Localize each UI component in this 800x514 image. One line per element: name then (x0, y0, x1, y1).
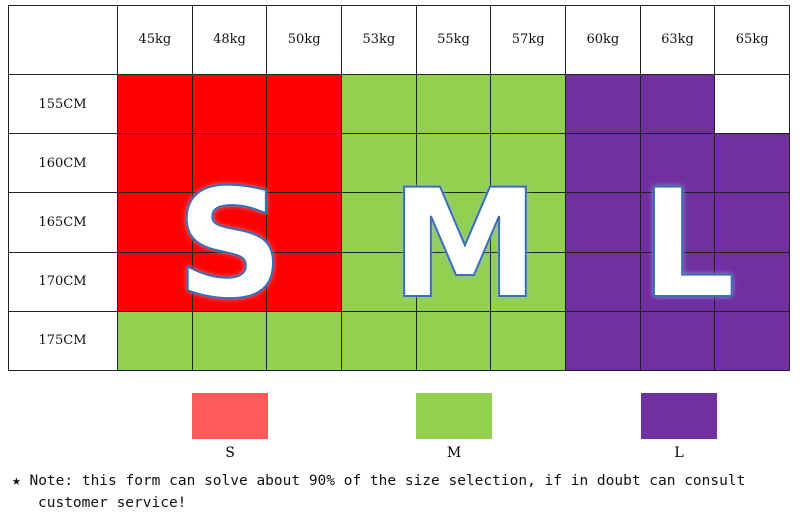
row-header: 165CM (8, 193, 118, 253)
size-cell-S (267, 134, 342, 194)
corner-cell (8, 5, 118, 75)
legend-label: L (674, 445, 684, 461)
column-header: 45kg (118, 5, 193, 75)
column-header: 63kg (640, 5, 716, 75)
size-cell-L (640, 311, 716, 371)
size-cell-L (715, 252, 790, 312)
row-header: 175CM (8, 311, 118, 371)
size-cell-L (640, 193, 716, 253)
legend-swatch-m (416, 393, 492, 439)
size-cell-L (640, 252, 716, 312)
size-cell-S (192, 134, 268, 194)
size-cell-S (192, 193, 268, 253)
size-cell-empty (715, 75, 790, 135)
size-cell-M (416, 311, 492, 371)
size-cell-M (491, 193, 566, 253)
size-cell-L (715, 193, 790, 253)
size-cell-M (416, 75, 492, 135)
size-cell-M (342, 311, 417, 371)
size-cell-M (342, 134, 417, 194)
size-cell-M (192, 311, 268, 371)
size-cell-L (566, 75, 641, 135)
size-cell-M (491, 252, 566, 312)
size-cell-M (416, 252, 492, 312)
column-header: 50kg (267, 5, 342, 75)
size-cell-S (267, 75, 342, 135)
column-header: 55kg (416, 5, 492, 75)
size-cell-M (491, 75, 566, 135)
size-cell-M (342, 193, 417, 253)
big-label-l: L (639, 158, 737, 332)
big-label-m: M (389, 158, 540, 332)
row-header: 170CM (8, 252, 118, 312)
big-label-s: S (175, 158, 285, 332)
size-cell-S (118, 75, 193, 135)
legend-swatch-l (641, 393, 717, 439)
row-header: 155CM (8, 75, 118, 135)
size-cell-M (416, 193, 492, 253)
size-cell-L (566, 252, 641, 312)
size-cell-M (491, 311, 566, 371)
column-header: 65kg (715, 5, 790, 75)
star-icon: ★ (12, 473, 21, 489)
legend-label: S (225, 445, 235, 461)
size-cell-M (416, 134, 492, 194)
legend-swatch-s (192, 393, 268, 439)
size-cell-S (118, 134, 193, 194)
column-header: 60kg (566, 5, 641, 75)
size-cell-M (342, 252, 417, 312)
size-cell-S (267, 252, 342, 312)
size-chart-table: 45kg 48kg 50kg 53kg 55kg 57kg 60kg 63kg 65kg 155C… (8, 5, 790, 371)
size-cell-L (566, 134, 641, 194)
size-cell-L (715, 134, 790, 194)
size-cell-S (192, 75, 268, 135)
size-cell-L (566, 311, 641, 371)
size-cell-M (267, 311, 342, 371)
column-header: 53kg (342, 5, 417, 75)
note-line-1: Note: this form can solve about 90% of t… (29, 473, 746, 489)
size-cell-L (640, 134, 716, 194)
size-cell-S (267, 193, 342, 253)
legend-label: M (446, 445, 462, 461)
note: ★ Note: this form can solve about 90% of… (12, 470, 745, 514)
column-header: 57kg (491, 5, 566, 75)
size-cell-L (715, 311, 790, 371)
size-cell-S (118, 252, 193, 312)
size-cell-L (640, 75, 716, 135)
size-cell-M (118, 311, 193, 371)
size-cell-S (192, 252, 268, 312)
size-cell-L (566, 193, 641, 253)
size-cell-S (118, 193, 193, 253)
size-cell-M (491, 134, 566, 194)
column-header: 48kg (192, 5, 268, 75)
note-line-2: customer service! (38, 495, 187, 511)
size-cell-M (342, 75, 417, 135)
row-header: 160CM (8, 134, 118, 194)
